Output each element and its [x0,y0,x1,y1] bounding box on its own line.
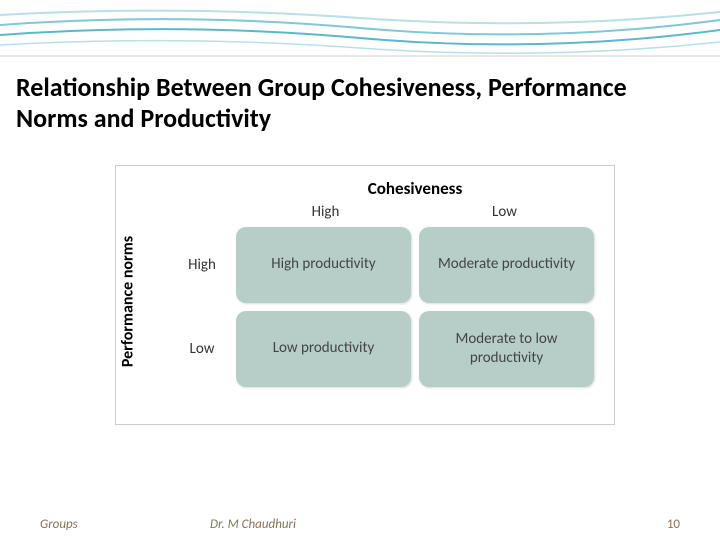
col-axis-title: Cohesiveness [236,178,594,199]
col-headers: High Low [236,203,594,221]
slide-title: Relationship Between Group Cohesiveness,… [16,72,704,134]
wave-decoration [0,0,720,60]
footer-center: Dr. M Chaudhuri [210,517,296,532]
cell-low-high: Low productivity [236,311,411,387]
cell-high-high: High productivity [236,227,411,303]
footer-page-number: 10 [667,517,680,532]
footer-left: Groups [40,517,78,532]
row-header-low: Low [176,340,228,358]
cell-low-low: Moderate to low productivity [419,311,594,387]
row-axis-title: Performance norms [119,236,138,367]
col-header-high: High [236,203,415,221]
col-header-low: Low [415,203,594,221]
matrix-row-low: Low Low productivity Moderate to low pro… [176,311,594,387]
matrix-container: Cohesiveness High Low Performance norms … [115,165,615,425]
cell-high-low: Moderate productivity [419,227,594,303]
matrix-grid: High High productivity Moderate producti… [176,227,594,387]
matrix-row-high: High High productivity Moderate producti… [176,227,594,303]
row-header-high: High [176,256,228,274]
